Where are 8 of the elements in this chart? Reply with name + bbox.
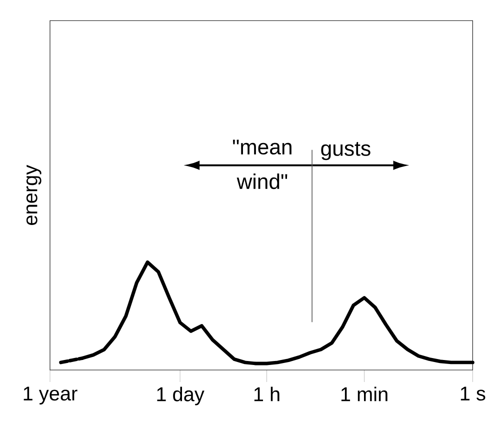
x-tick-label: 1 year — [24, 386, 78, 405]
x-tick-label: 1 day — [157, 386, 204, 406]
text: "mean wind" — [232, 140, 292, 190]
x-tick-label: 1 min — [341, 386, 388, 402]
x-tick-label: 1 s — [460, 386, 486, 401]
text: gusts — [321, 142, 370, 160]
y-axis-title: energy — [26, 164, 42, 225]
x-tick-label: 1 h — [254, 386, 280, 402]
